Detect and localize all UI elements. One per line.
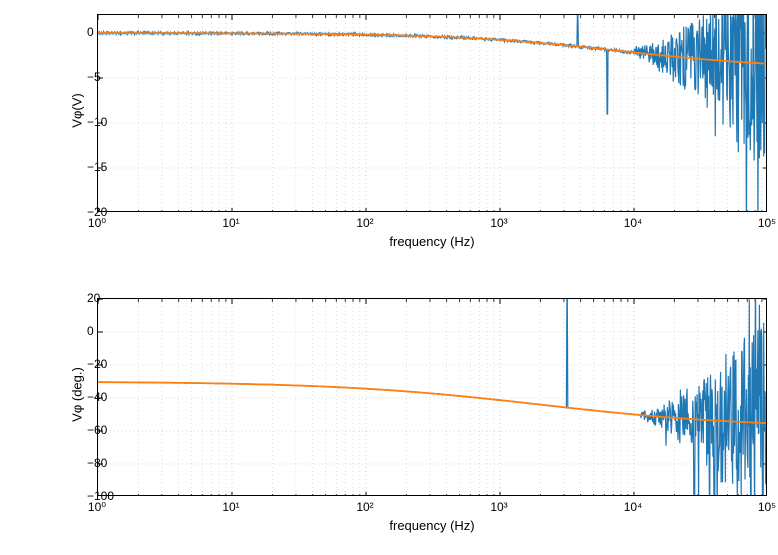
x-tick-label: 10⁴ (624, 500, 643, 514)
series-signal (98, 15, 767, 212)
x-axis-label: frequency (Hz) (97, 234, 767, 249)
x-tick-label: 10² (356, 216, 373, 230)
x-tick-label: 10⁵ (758, 216, 776, 230)
x-tick-label: 10¹ (222, 216, 239, 230)
chart-canvas (98, 15, 767, 212)
tick-marks (98, 15, 767, 212)
series-fit (98, 382, 767, 423)
figure: 10⁰10¹10²10³10⁴10⁵frequency (Hz)−20−15−1… (0, 0, 778, 555)
tick-marks (98, 299, 767, 496)
chart-panel-top (97, 14, 767, 212)
x-tick-label: 10³ (490, 500, 507, 514)
gridlines (98, 15, 767, 212)
gridlines (98, 299, 767, 496)
x-tick-label: 10³ (490, 216, 507, 230)
y-axis-label: Vφ(V) (70, 61, 85, 161)
y-axis-label: Vφ (deg.) (70, 345, 85, 445)
x-axis-label: frequency (Hz) (97, 518, 767, 533)
x-tick-label: 10⁴ (624, 216, 643, 230)
x-tick-label: 10¹ (222, 500, 239, 514)
series-signal (98, 299, 767, 496)
chart-canvas (98, 299, 767, 496)
chart-panel-bottom (97, 298, 767, 496)
x-tick-label: 10⁵ (758, 500, 776, 514)
x-tick-label: 10² (356, 500, 373, 514)
